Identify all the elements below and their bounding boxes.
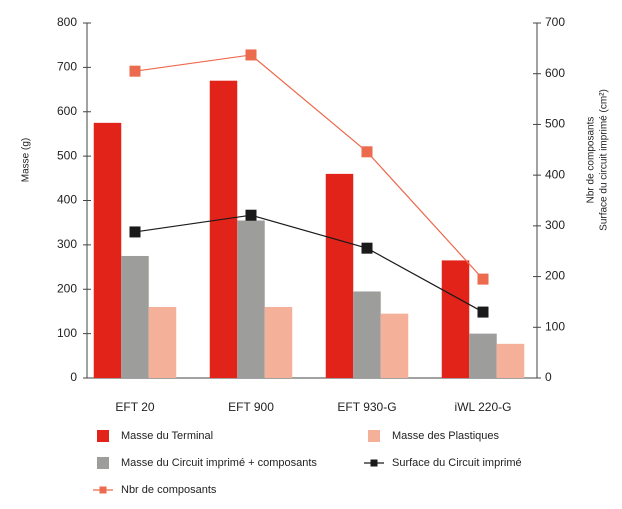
y-tick-label: 400	[57, 193, 77, 207]
legend-swatch	[97, 430, 109, 442]
line	[134, 54, 484, 280]
y-tick-label: 800	[57, 15, 77, 29]
bar	[121, 255, 149, 378]
legend-label: Masse du Circuit imprimé + composants	[121, 457, 317, 469]
x-tick-label: EFT 20	[115, 400, 154, 414]
legend-label: Surface du Circuit imprimé	[392, 457, 522, 469]
marker	[477, 273, 489, 285]
bar	[93, 122, 122, 378]
legend-label: Nbr de composants	[121, 484, 217, 496]
line	[134, 214, 484, 313]
x-tick-label: EFT 930-G	[337, 400, 396, 414]
legend-swatch	[99, 486, 107, 494]
y2-tick-label: 200	[545, 269, 565, 283]
legend-label: Masse du Terminal	[121, 430, 213, 442]
x-tick-label: iWL 220-G	[455, 400, 512, 414]
x-tick-label: EFT 900	[228, 400, 274, 414]
y2-tick-label: 500	[545, 117, 565, 131]
bar	[469, 333, 497, 378]
y2-tick-label: 600	[545, 66, 565, 80]
marker	[245, 209, 257, 221]
y-tick-label: 300	[57, 237, 77, 251]
marker	[361, 242, 373, 254]
marker	[361, 146, 373, 158]
marker	[477, 306, 489, 318]
legend-label: Masse des Plastiques	[392, 430, 499, 442]
bar	[353, 291, 381, 378]
y2-tick-label: 700	[545, 15, 565, 29]
y2-axis-title: Nbr de composants	[586, 117, 597, 204]
y-tick-label: 500	[57, 148, 77, 162]
bar	[496, 343, 525, 378]
legend-swatch	[370, 459, 378, 467]
marker	[129, 226, 141, 238]
y2-axis-title: Surface du circuit imprimé (cm²)	[599, 89, 610, 231]
bar	[148, 307, 177, 378]
y-tick-label: 700	[57, 60, 77, 74]
marker	[245, 49, 257, 61]
y-tick-label: 0	[70, 370, 77, 384]
y2-tick-label: 0	[545, 370, 552, 384]
bar	[237, 220, 265, 378]
bar	[264, 307, 293, 378]
y-tick-label: 600	[57, 104, 77, 118]
marker	[129, 65, 141, 77]
y2-tick-label: 300	[545, 218, 565, 232]
y2-tick-label: 400	[545, 167, 565, 181]
legend-swatch	[368, 430, 380, 442]
bar	[209, 80, 238, 378]
bar	[325, 173, 354, 378]
y2-tick-label: 100	[545, 319, 565, 333]
legend-swatch	[97, 457, 109, 469]
bar	[441, 260, 470, 378]
y-tick-label: 200	[57, 281, 77, 295]
y-tick-label: 100	[57, 326, 77, 340]
y-axis-title: Masse (g)	[21, 138, 32, 182]
bar	[380, 313, 409, 378]
